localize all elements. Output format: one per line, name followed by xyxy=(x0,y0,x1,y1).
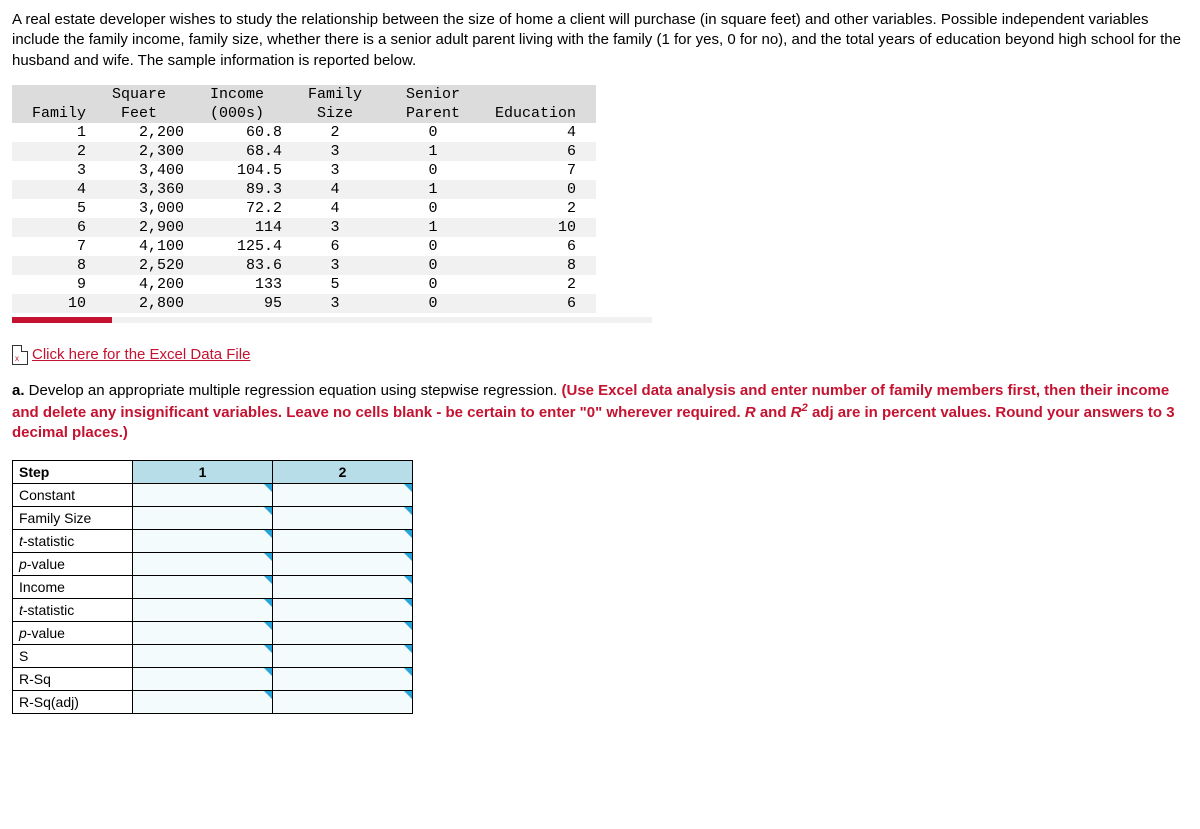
table-row: 22,30068.4316 xyxy=(12,142,596,161)
excel-file-icon: x xyxy=(12,345,28,365)
answer-row: Income xyxy=(13,575,413,598)
table-row: 102,80095306 xyxy=(12,294,596,313)
answer-input[interactable] xyxy=(133,621,273,644)
question-a: a. Develop an appropriate multiple regre… xyxy=(12,381,1188,444)
answer-table: Step 1 2 ConstantFamily Sizet-statisticp… xyxy=(12,460,413,714)
answer-row-label: p-value xyxy=(13,621,133,644)
answer-row: R-Sq xyxy=(13,667,413,690)
answer-input[interactable] xyxy=(273,644,413,667)
answer-row-label: t-statistic xyxy=(13,529,133,552)
answer-row-label: R-Sq xyxy=(13,667,133,690)
table-row: 33,400104.5307 xyxy=(12,161,596,180)
answer-input[interactable] xyxy=(273,621,413,644)
answer-input[interactable] xyxy=(273,483,413,506)
answer-header-col2: 2 xyxy=(273,460,413,483)
answer-row-label: p-value xyxy=(13,552,133,575)
table-scrollbar[interactable] xyxy=(12,317,652,323)
answer-input[interactable] xyxy=(273,598,413,621)
answer-row: R-Sq(adj) xyxy=(13,690,413,713)
answer-row: Constant xyxy=(13,483,413,506)
answer-row: t-statistic xyxy=(13,529,413,552)
scrollbar-thumb[interactable] xyxy=(12,317,112,323)
answer-input[interactable] xyxy=(133,644,273,667)
answer-row-label: R-Sq(adj) xyxy=(13,690,133,713)
answer-input[interactable] xyxy=(133,506,273,529)
data-table: Family SquareFeet Income(000s) FamilySiz… xyxy=(12,85,596,313)
answer-row: Family Size xyxy=(13,506,413,529)
answer-input[interactable] xyxy=(133,598,273,621)
answer-input[interactable] xyxy=(133,483,273,506)
table-row: 43,36089.3410 xyxy=(12,180,596,199)
answer-input[interactable] xyxy=(273,529,413,552)
answer-input[interactable] xyxy=(133,575,273,598)
answer-header-step: Step xyxy=(13,460,133,483)
answer-input[interactable] xyxy=(133,552,273,575)
data-table-header: Family SquareFeet Income(000s) FamilySiz… xyxy=(12,85,596,123)
answer-row-label: S xyxy=(13,644,133,667)
table-row: 53,00072.2402 xyxy=(12,199,596,218)
answer-input[interactable] xyxy=(273,667,413,690)
table-row: 62,9001143110 xyxy=(12,218,596,237)
intro-paragraph: A real estate developer wishes to study … xyxy=(12,10,1188,71)
table-row: 82,52083.6308 xyxy=(12,256,596,275)
answer-header-col1: 1 xyxy=(133,460,273,483)
table-row: 12,20060.8204 xyxy=(12,123,596,142)
answer-row-label: Income xyxy=(13,575,133,598)
answer-row: p-value xyxy=(13,621,413,644)
answer-input[interactable] xyxy=(273,552,413,575)
excel-data-file-link[interactable]: Click here for the Excel Data File xyxy=(32,346,250,363)
answer-row-label: Constant xyxy=(13,483,133,506)
answer-input[interactable] xyxy=(273,575,413,598)
answer-input[interactable] xyxy=(273,506,413,529)
answer-row: p-value xyxy=(13,552,413,575)
table-row: 74,100125.4606 xyxy=(12,237,596,256)
answer-row-label: Family Size xyxy=(13,506,133,529)
answer-row-label: t-statistic xyxy=(13,598,133,621)
answer-row: S xyxy=(13,644,413,667)
answer-input[interactable] xyxy=(133,529,273,552)
answer-input[interactable] xyxy=(133,667,273,690)
answer-row: t-statistic xyxy=(13,598,413,621)
answer-input[interactable] xyxy=(133,690,273,713)
table-row: 94,200133502 xyxy=(12,275,596,294)
answer-input[interactable] xyxy=(273,690,413,713)
